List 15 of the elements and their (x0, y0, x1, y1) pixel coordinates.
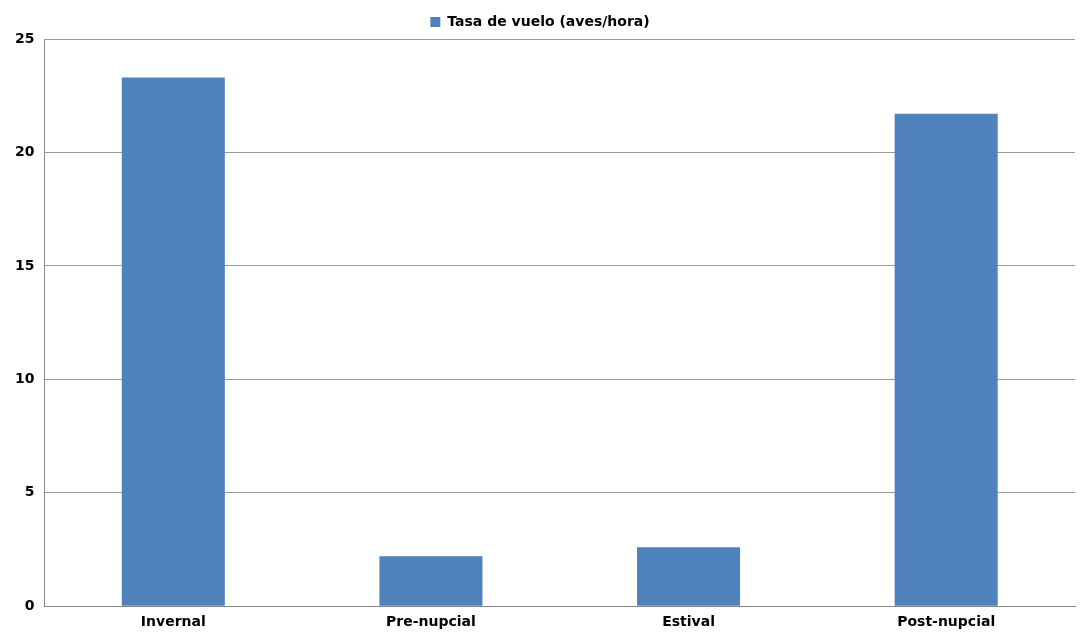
y-tick-label: 10 (15, 369, 35, 386)
y-tick-label: 25 (15, 29, 35, 46)
bar (121, 77, 225, 606)
x-tick-label: Post-nupcial (897, 613, 996, 630)
bar (379, 556, 483, 606)
y-tick-label: 5 (24, 483, 35, 500)
y-tick-label: 15 (15, 256, 35, 273)
y-tick-label: 20 (15, 143, 35, 160)
x-tick-label: Estival (662, 613, 715, 630)
legend-label: Tasa de vuelo (aves/hora) (447, 12, 650, 29)
x-tick-label: Pre-nupcial (386, 613, 476, 630)
y-tick-label: 0 (24, 596, 35, 613)
bar (637, 547, 741, 606)
bar (894, 113, 998, 606)
x-tick-label: Invernal (140, 613, 206, 630)
